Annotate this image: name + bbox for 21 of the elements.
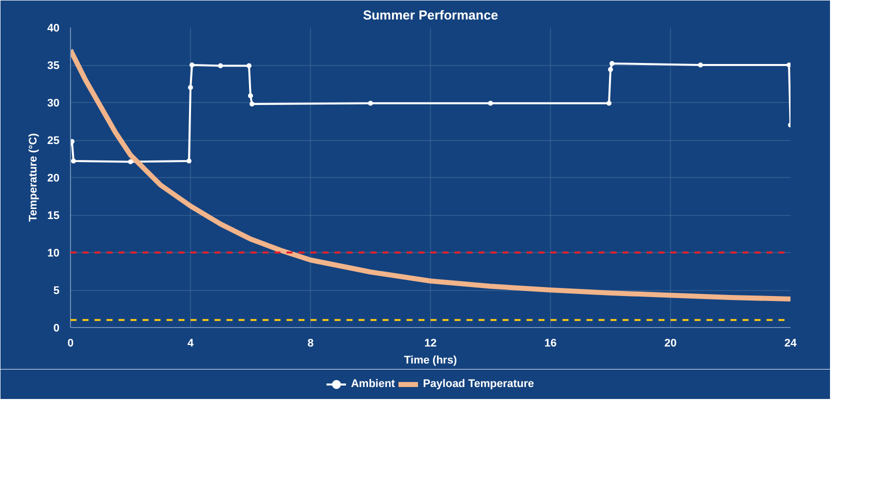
chart-title: Summer Performance	[362, 8, 498, 22]
y-axis-title: Temperature (°C)	[27, 132, 40, 222]
legend-label: Payload Temperature	[422, 378, 534, 390]
x-tick-label: 4	[187, 338, 194, 350]
y-tick-label: 35	[47, 60, 60, 72]
y-tick-label: 30	[47, 98, 60, 110]
x-tick-label: 24	[784, 338, 798, 350]
x-axis-title: Time (hrs)	[404, 354, 458, 366]
y-tick-label: 15	[47, 210, 60, 222]
y-tick-label: 0	[53, 322, 60, 334]
x-tick-label: 0	[67, 338, 74, 350]
legend-label: Ambient	[350, 378, 395, 390]
x-tick-label: 8	[307, 338, 314, 350]
y-tick-label: 5	[53, 285, 60, 297]
y-tick-label: 25	[47, 135, 60, 147]
x-tick-label: 16	[544, 338, 557, 350]
y-tick-label: 20	[47, 172, 60, 184]
x-tick-label: 12	[424, 338, 437, 350]
y-tick-label: 40	[47, 22, 60, 34]
y-tick-label: 10	[47, 248, 60, 260]
x-tick-label: 20	[664, 338, 677, 350]
